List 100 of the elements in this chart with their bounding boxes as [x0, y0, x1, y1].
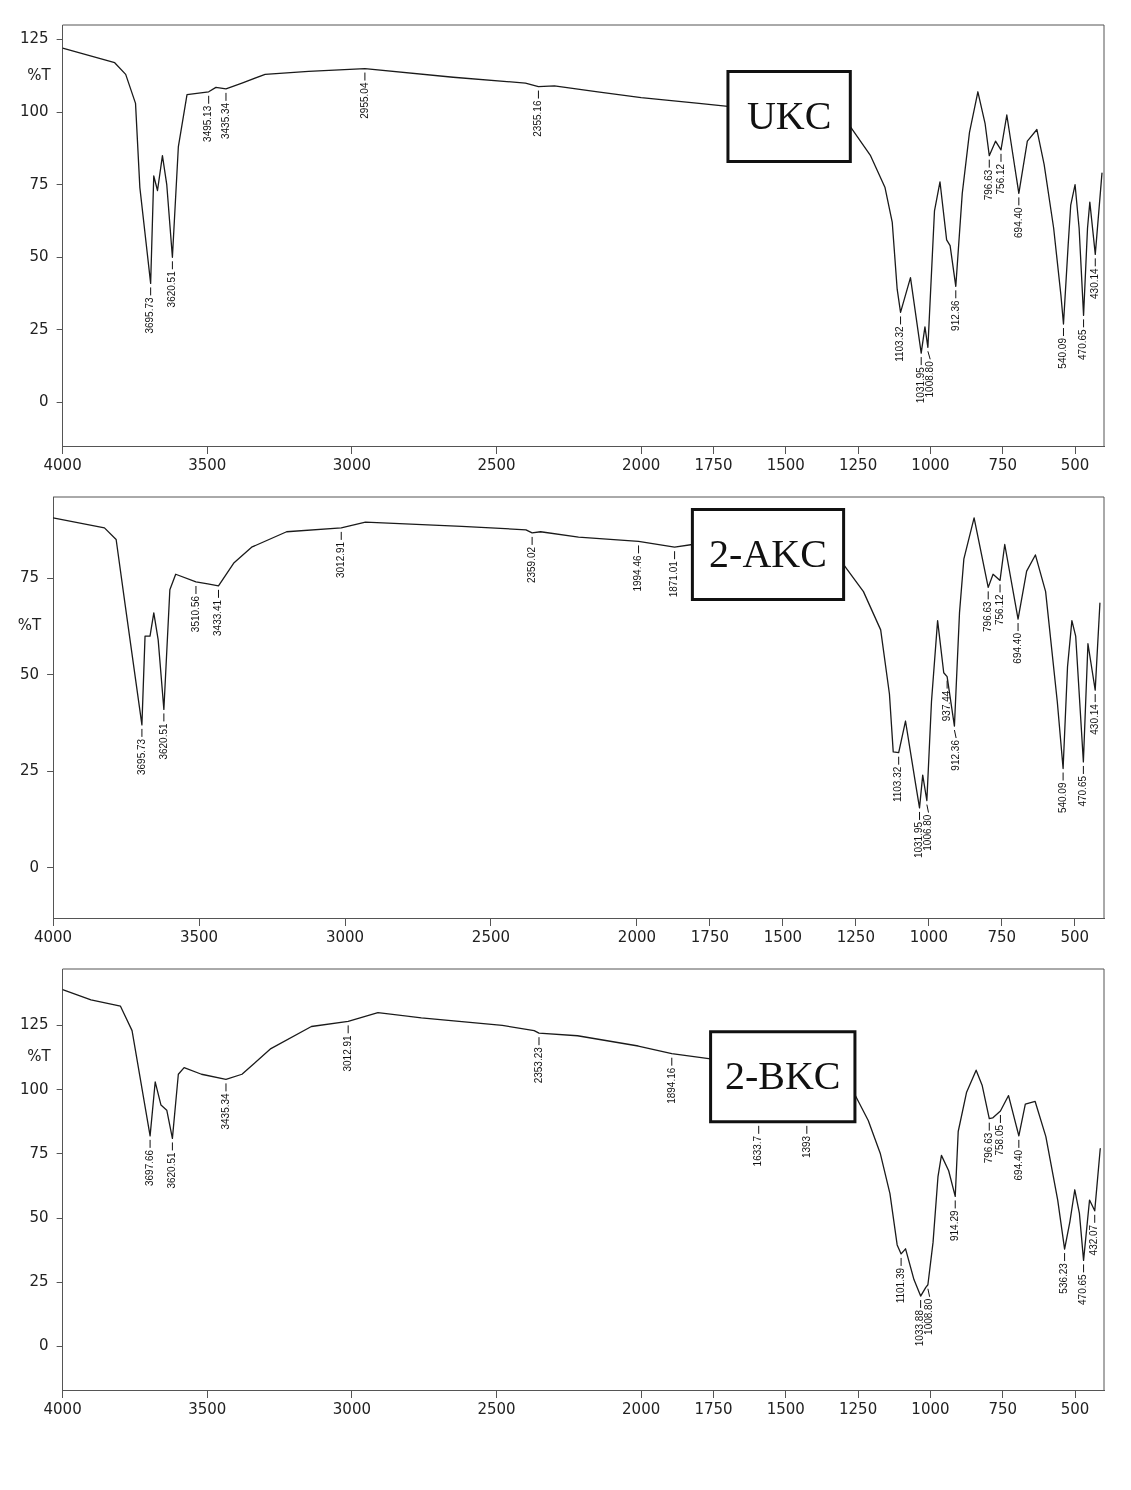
- x-tick-label: 2000: [622, 455, 661, 474]
- y-tick-label: 0: [39, 1336, 49, 1355]
- annotation: 470.65: [1077, 328, 1089, 360]
- annotation: 1894.16: [665, 1067, 677, 1104]
- y-tick-label: 25: [29, 1272, 49, 1291]
- y-tick-label: 100: [19, 1079, 49, 1098]
- x-tick-label: 1750: [694, 1399, 733, 1418]
- x-tick-label: 750: [988, 455, 1018, 474]
- x-tick-label: 1750: [694, 455, 733, 474]
- x-tick-label: 2500: [477, 455, 516, 474]
- x-tick-label: 3500: [188, 455, 227, 474]
- annotation: 694.40: [1012, 206, 1024, 238]
- annotation: 3495.13: [202, 105, 214, 142]
- annotation: 430.14: [1089, 267, 1101, 299]
- annotation: 912.36: [949, 299, 961, 331]
- annotation: 536.23: [1058, 1262, 1070, 1294]
- x-tick-label: 4000: [43, 455, 82, 474]
- annotation: 914.29: [948, 1210, 960, 1242]
- annotation: 3697.66: [143, 1149, 155, 1187]
- annotation: 470.65: [1077, 1273, 1089, 1305]
- x-tick-label: 1500: [766, 1399, 805, 1418]
- x-tick-label: 4000: [33, 927, 73, 946]
- annotation: 694.40: [1012, 1149, 1024, 1181]
- annotation: 1031.95: [914, 366, 926, 404]
- y-axis-title: %T: [27, 1047, 52, 1066]
- annotation: 1008.80: [923, 360, 935, 398]
- annotation: 2353.23: [532, 1046, 544, 1084]
- x-tick-label: 3500: [179, 927, 219, 946]
- text: UKC: [746, 92, 832, 138]
- x-tick-label: 4000: [43, 1399, 82, 1418]
- y-tick-label: 75: [29, 174, 49, 193]
- annotation: 756.12: [994, 163, 1006, 195]
- annotation: 796.63: [981, 600, 993, 632]
- annotation: 1103.32: [894, 326, 906, 362]
- y-tick-label: 50: [19, 664, 40, 683]
- x-tick-label: 2000: [617, 927, 657, 946]
- x-tick-label: 1750: [690, 927, 729, 946]
- annotation: 937.44: [940, 690, 952, 722]
- annotation: 1103.32: [892, 766, 904, 803]
- y-tick-label: 75: [29, 1143, 49, 1162]
- annotation: 756.12: [993, 594, 1005, 626]
- annotation: 1008.80: [923, 1298, 935, 1335]
- y-tick-label: 25: [29, 319, 49, 338]
- annotation: 1994.46: [632, 554, 644, 592]
- annotation: 540.09: [1056, 782, 1068, 814]
- x-tick-label: 500: [1060, 455, 1090, 474]
- annotation: 1033.88: [914, 1309, 926, 1347]
- x-tick-label: 2500: [477, 1399, 516, 1418]
- x-tick-label: 1500: [766, 455, 805, 474]
- x-tick-label: 3000: [332, 455, 371, 474]
- x-tick-label: 750: [987, 927, 1017, 946]
- annotation: 1101.39: [894, 1267, 906, 1304]
- y-tick-label: 100: [19, 101, 49, 120]
- x-tick-label: 750: [988, 1399, 1018, 1418]
- y-tick-label: 0: [29, 857, 40, 876]
- annotation: 796.63: [983, 169, 995, 201]
- text: 2-AKC: [709, 531, 827, 577]
- annotation: 3012.91: [341, 1034, 353, 1072]
- annotation: 1393: [800, 1135, 812, 1159]
- y-tick-label: 0: [39, 392, 49, 411]
- annotation: 1031.95: [913, 821, 925, 859]
- annotation: 3620.51: [166, 1152, 178, 1189]
- x-tick-label: 1250: [836, 927, 875, 946]
- y-tick-label: 125: [19, 29, 49, 48]
- y-tick-label: 75: [19, 568, 40, 586]
- annotation: 3435.34: [219, 102, 231, 140]
- x-tick-label: 1250: [839, 1399, 878, 1418]
- annotation: 2355.16: [532, 100, 544, 137]
- x-tick-label: 3000: [332, 1399, 371, 1418]
- annotation: 3510.56: [189, 595, 201, 633]
- annotation: 3695.73: [135, 738, 147, 776]
- y-axis-title: %T: [27, 65, 52, 84]
- annotation: 694.40: [1011, 632, 1023, 664]
- annotation: 2955.04: [358, 82, 370, 119]
- annotation: 3620.51: [166, 270, 178, 308]
- annotation: 470.65: [1077, 775, 1089, 807]
- annotation: 1633.7: [752, 1135, 764, 1167]
- annotation: 1871.01: [668, 560, 680, 598]
- x-tick-label: 1000: [911, 1399, 950, 1418]
- x-tick-label: 2500: [471, 927, 511, 946]
- x-tick-label: 2000: [622, 1399, 661, 1418]
- x-tick-label: 3000: [325, 927, 365, 946]
- x-tick-label: 500: [1060, 927, 1090, 946]
- annotation: 3620.51: [157, 723, 169, 760]
- annotation: 3435.34: [219, 1092, 231, 1130]
- annotation: 2359.02: [525, 546, 537, 584]
- text: 2-BKC: [724, 1053, 841, 1099]
- annotation: 430.14: [1088, 703, 1100, 735]
- y-axis-title: %T: [17, 616, 42, 635]
- y-tick-label: 50: [29, 247, 49, 266]
- annotation: 540.09: [1057, 337, 1069, 369]
- x-tick-label: 1250: [839, 455, 878, 474]
- y-tick-label: 25: [19, 761, 40, 780]
- annotation: 1006.80: [922, 814, 934, 851]
- x-tick-label: 1000: [909, 927, 948, 946]
- y-tick-label: 125: [19, 1015, 49, 1034]
- annotation: 3433.41: [212, 599, 224, 636]
- annotation: 3695.73: [144, 296, 156, 334]
- y-tick-label: 50: [29, 1207, 49, 1226]
- x-tick-label: 1000: [911, 455, 950, 474]
